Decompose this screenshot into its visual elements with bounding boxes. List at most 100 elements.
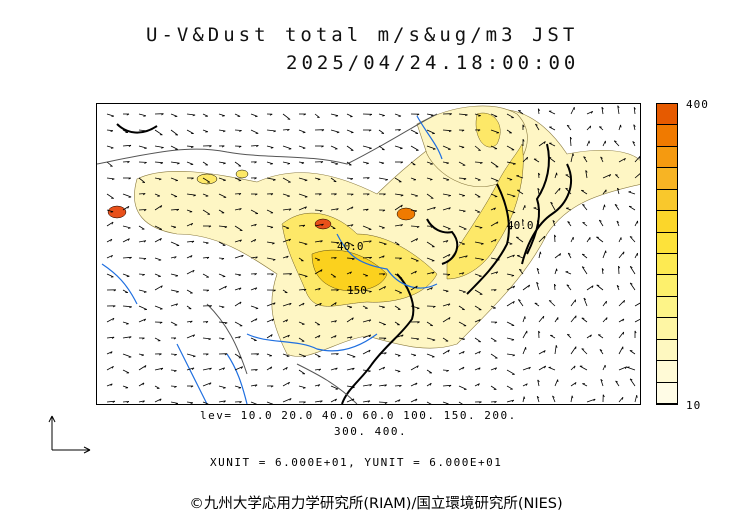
- wind-arrow-head: [111, 221, 114, 225]
- wind-arrow: [581, 317, 588, 323]
- wind-arrow-head: [128, 144, 132, 148]
- wind-arrow: [266, 353, 272, 357]
- wind-arrow-head: [397, 371, 401, 373]
- wind-arrow-head: [110, 255, 113, 258]
- colorbar-segment: [657, 189, 677, 212]
- wind-arrow: [202, 193, 209, 197]
- wind-arrow: [566, 124, 572, 131]
- wind-arrow-head: [302, 302, 305, 306]
- wind-arrow-head: [193, 194, 196, 197]
- colorbar-min-label: 10: [686, 399, 702, 412]
- wind-arrow: [586, 398, 596, 403]
- wind-arrow-head: [304, 206, 307, 210]
- wind-arrow: [458, 193, 465, 196]
- wind-vectors: [106, 105, 640, 404]
- wind-arrow: [410, 257, 419, 262]
- wind-arrow-head: [462, 366, 465, 370]
- wind-arrow-head: [429, 383, 432, 386]
- wind-arrow: [314, 353, 321, 358]
- wind-arrow-head: [144, 147, 147, 149]
- wind-arrow: [362, 289, 372, 292]
- wind-arrow-head: [526, 157, 528, 160]
- wind-arrow-head: [287, 381, 290, 385]
- wind-arrow: [186, 305, 192, 310]
- wind-arrow: [586, 140, 590, 147]
- wind-arrow: [122, 238, 130, 243]
- wind-arrow-head: [126, 401, 130, 404]
- wind-arrow-head: [462, 338, 465, 341]
- wind-arrow-head: [173, 226, 177, 229]
- wind-arrow-head: [399, 257, 402, 260]
- wind-arrow: [186, 255, 193, 259]
- wind-arrow: [266, 145, 274, 148]
- wind-arrow: [458, 337, 465, 340]
- wind-arrow-head: [113, 289, 117, 292]
- wind-arrow-head: [110, 130, 114, 132]
- wind-arrow-head: [174, 256, 177, 259]
- wind-arrow: [362, 319, 372, 323]
- wind-arrow: [234, 129, 242, 131]
- wind-arrow: [298, 337, 305, 342]
- wind-arrow-head: [321, 145, 324, 148]
- wind-arrow: [602, 174, 611, 179]
- wind-arrow-head: [368, 349, 371, 353]
- wind-arrow-head: [629, 378, 633, 381]
- wind-arrow-head: [463, 291, 466, 293]
- wind-arrow: [346, 317, 354, 323]
- wind-arrow: [154, 145, 164, 148]
- wind-arrow-head: [566, 284, 570, 287]
- wind-arrow-head: [110, 238, 113, 242]
- wind-arrow-head: [493, 289, 497, 292]
- wind-arrow: [506, 254, 515, 259]
- wind-arrow: [552, 395, 556, 403]
- wind-arrow-head: [449, 113, 452, 116]
- wind-arrow-head: [289, 273, 293, 276]
- wind-arrow: [234, 225, 243, 231]
- wind-arrow-head: [599, 219, 602, 222]
- wind-arrow: [426, 257, 435, 262]
- wind-arrow: [581, 266, 588, 275]
- wind-arrow: [170, 289, 179, 293]
- wind-arrow: [506, 241, 513, 245]
- wind-arrow-head: [494, 239, 497, 242]
- wind-arrow-head: [537, 220, 540, 223]
- wind-arrow-head: [303, 401, 306, 404]
- wind-arrow-head: [352, 258, 355, 261]
- wind-arrow: [490, 221, 499, 227]
- wind-arrow-head: [352, 386, 355, 389]
- wind-arrow-head: [127, 206, 130, 209]
- wind-arrow: [378, 225, 385, 229]
- wind-arrow: [442, 161, 449, 164]
- wind-arrow-head: [368, 334, 372, 338]
- wind-arrow-head: [448, 303, 451, 306]
- wind-arrow: [170, 303, 178, 307]
- wind-arrow: [170, 273, 178, 277]
- wind-arrow-head: [367, 177, 370, 180]
- wind-arrow: [298, 385, 306, 389]
- wind-arrow: [550, 334, 556, 339]
- wind-arrow: [202, 273, 209, 278]
- wind-arrow-head: [317, 384, 321, 387]
- wind-arrow: [474, 383, 480, 387]
- wind-arrow: [490, 385, 497, 390]
- wind-arrow-head: [445, 290, 449, 293]
- wind-arrow-head: [254, 239, 257, 242]
- wind-arrow-head: [143, 258, 147, 260]
- wind-arrow: [202, 241, 209, 244]
- wind-arrow: [266, 177, 276, 181]
- wind-arrow-head: [190, 146, 194, 149]
- wind-arrow-head: [565, 187, 569, 190]
- wind-arrow: [596, 284, 604, 291]
- wind-arrow: [298, 353, 306, 357]
- wind-arrow: [234, 239, 242, 243]
- wind-arrow: [554, 317, 559, 323]
- unit-vector-scale: XUNIT = 6.000E+01, YUNIT = 6.000E+01: [210, 456, 503, 469]
- wind-arrow: [537, 188, 540, 195]
- wind-arrow: [506, 300, 515, 307]
- wind-arrow-head: [190, 320, 193, 324]
- wind-arrow-head: [536, 281, 539, 285]
- wind-arrow-head: [518, 299, 521, 301]
- wind-arrow: [474, 367, 481, 371]
- wind-arrow-head: [335, 163, 339, 165]
- wind-arrow-head: [270, 385, 274, 388]
